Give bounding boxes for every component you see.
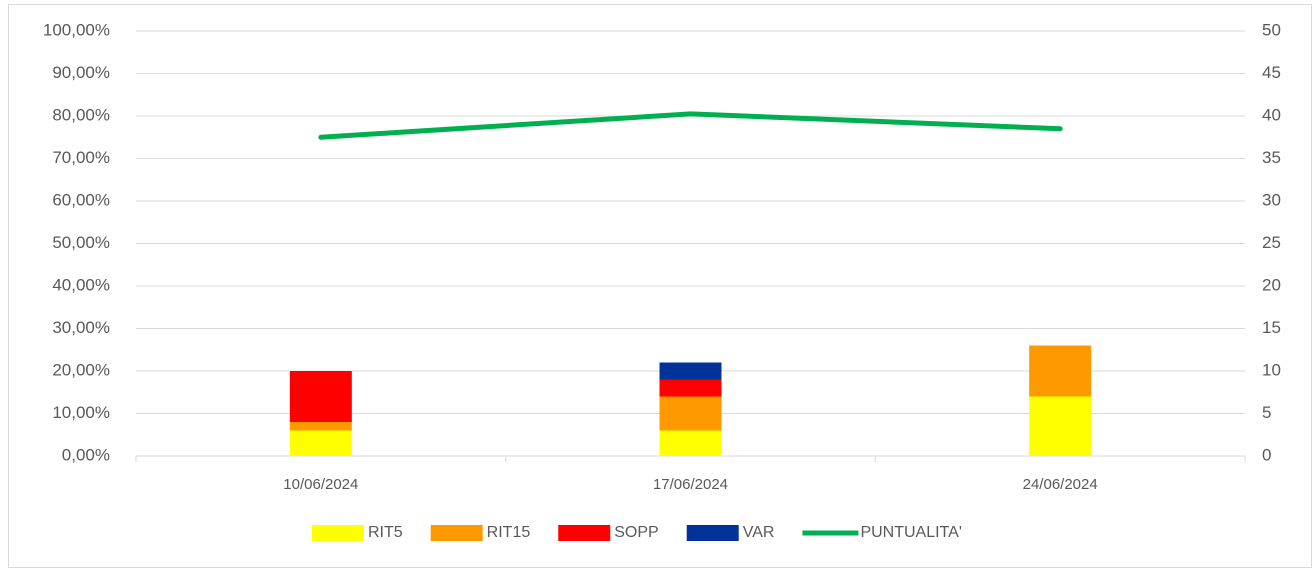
y-tick-label: 90,00% xyxy=(52,63,110,82)
y-tick-label: 20,00% xyxy=(52,360,110,379)
y2-tick-label: 15 xyxy=(1262,318,1281,337)
y-tick-label: 0,00% xyxy=(62,445,110,464)
legend-label: SOPP xyxy=(614,524,658,541)
legend-label: VAR xyxy=(743,524,775,541)
y-tick-label: 70,00% xyxy=(52,148,110,167)
bar-segment xyxy=(289,430,352,456)
y2-tick-label: 20 xyxy=(1262,275,1281,294)
bar-segment xyxy=(1029,345,1092,397)
legend-label: RIT15 xyxy=(487,524,531,541)
bar-segment xyxy=(289,422,352,431)
y-tick-label: 30,00% xyxy=(52,318,110,337)
y-tick-label: 100,00% xyxy=(43,20,110,39)
y2-tick-label: 30 xyxy=(1262,190,1281,209)
bar-segment xyxy=(659,362,722,380)
legend-swatch xyxy=(686,525,739,541)
y2-tick-label: 50 xyxy=(1262,20,1281,39)
y2-tick-label: 35 xyxy=(1262,148,1281,167)
y2-tick-label: 25 xyxy=(1262,233,1281,252)
bar-segment xyxy=(659,430,722,456)
y-tick-label: 60,00% xyxy=(52,190,110,209)
x-tick-label: 17/06/2024 xyxy=(653,476,728,493)
y2-tick-label: 10 xyxy=(1262,360,1281,379)
legend-label: RIT5 xyxy=(368,524,403,541)
bar-segment xyxy=(289,371,352,422)
y-tick-label: 50,00% xyxy=(52,233,110,252)
y-tick-label: 40,00% xyxy=(52,275,110,294)
legend-swatch xyxy=(430,525,483,541)
bar-segment xyxy=(1029,396,1092,456)
y2-tick-label: 45 xyxy=(1262,63,1281,82)
legend-label: PUNTUALITA' xyxy=(860,524,961,541)
legend-swatch xyxy=(558,525,611,541)
y2-tick-label: 0 xyxy=(1262,445,1271,464)
y-tick-label: 10,00% xyxy=(52,403,110,422)
bar-segment xyxy=(659,396,722,431)
x-tick-label: 24/06/2024 xyxy=(1023,476,1098,493)
y2-tick-label: 5 xyxy=(1262,403,1271,422)
line xyxy=(318,111,1063,140)
y2-tick-label: 40 xyxy=(1262,105,1281,124)
y-tick-label: 80,00% xyxy=(52,105,110,124)
bar-segment xyxy=(659,379,722,397)
x-tick-label: 10/06/2024 xyxy=(283,476,358,493)
legend-swatch xyxy=(312,525,364,541)
